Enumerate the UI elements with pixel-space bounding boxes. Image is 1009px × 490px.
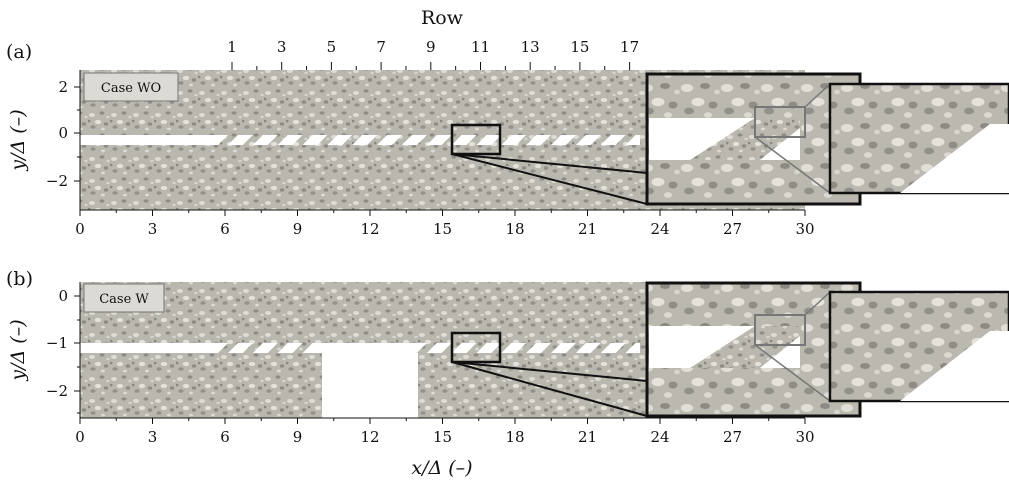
x-tick-label: 12	[360, 428, 379, 446]
turbine-row-shadow	[317, 135, 338, 145]
x-tick-label: 3	[148, 428, 158, 446]
x-tick-label: 0	[75, 428, 85, 446]
x-tick-label: 24	[650, 428, 669, 446]
x-tick-label: 30	[795, 220, 814, 238]
x-tick-label: 9	[293, 220, 303, 238]
panel-a-y-tick-label: 2	[58, 78, 68, 96]
x-tick-label: 0	[75, 220, 85, 238]
panel-a-wake-strip	[80, 135, 640, 145]
panel-a-y-tick-label: −2	[46, 172, 68, 190]
x-tick-label: 12	[360, 220, 379, 238]
turbine-row-shadow	[416, 135, 437, 145]
turbine-row-shadow	[292, 343, 313, 353]
panel-a-label: (a)	[6, 41, 32, 63]
x-axis-label: x/Δ (–)	[411, 457, 472, 479]
turbine-row-shadow	[541, 343, 562, 353]
turbine-row-shadow	[242, 343, 263, 353]
panel-b: (b) Case W 0	[6, 268, 1009, 446]
x-tick-label: 18	[505, 220, 524, 238]
turbine-row-shadow	[391, 135, 412, 145]
panel-b-case-label: Case W	[99, 292, 149, 307]
turbine-row-shadow	[541, 135, 562, 145]
turbine-row-shadow	[491, 135, 512, 145]
panel-a-x-ticks: 0 3 6 9 12 15 18 21 24 27 30	[75, 210, 815, 238]
turbine-row-shadow	[367, 135, 388, 145]
x-tick-label: 6	[220, 428, 230, 446]
x-tick-label: 21	[578, 220, 597, 238]
turbine-row-shadow	[292, 135, 313, 145]
turbine-row-shadow	[565, 135, 586, 145]
turbine-row-shadow	[267, 343, 288, 353]
panel-b-inset-1	[645, 281, 862, 418]
panel-b-y-axis-label: y/Δ (–)	[7, 319, 29, 381]
turbine-row-shadow	[590, 343, 611, 353]
x-tick-label: 9	[293, 428, 303, 446]
turbine-row-shadow	[218, 135, 238, 145]
x-tick-label: 27	[723, 428, 742, 446]
panel-b-y-ticks: 0 −1 −2	[46, 287, 80, 414]
panel-b-y-tick-label: 0	[58, 287, 68, 305]
row-tick-label: 9	[426, 38, 436, 56]
row-tick-label: 11	[471, 38, 490, 56]
row-tick-label: 3	[277, 38, 287, 56]
panel-a-y-ticks: 2 0 −2	[46, 78, 80, 190]
turbine-row-shadow	[267, 135, 288, 145]
panel-b-zoom-line-bottom	[451, 361, 648, 417]
row-tick-label: 17	[620, 38, 639, 56]
x-tick-label: 18	[505, 428, 524, 446]
row-tick-label: 15	[570, 38, 589, 56]
turbine-row-shadow	[466, 343, 487, 353]
panel-a-inset-2	[828, 82, 1009, 195]
x-tick-label: 24	[650, 220, 669, 238]
x-tick-label: 3	[148, 220, 158, 238]
row-tick-label: 1	[227, 38, 237, 56]
panel-a-inset-1	[645, 72, 862, 206]
turbine-row-shadow	[516, 343, 537, 353]
x-tick-label: 21	[578, 428, 597, 446]
x-tick-label: 15	[433, 220, 452, 238]
row-axis-title: Row	[421, 7, 464, 29]
panel-a-zoom-box	[450, 123, 502, 156]
panel-b-inset-2	[828, 290, 1009, 403]
x-tick-label: 27	[723, 220, 742, 238]
panel-b-y-tick-label: −2	[46, 382, 68, 400]
row-tick-group: 1 3 5 7 9 11 13 15 17	[227, 38, 639, 70]
turbine-row-shadow	[615, 135, 636, 145]
panel-a-y-tick-label: 0	[58, 124, 68, 142]
panel-b-zoom-box	[450, 331, 502, 364]
panel-a-case-box	[83, 72, 179, 102]
turbine-row-shadow	[242, 135, 263, 145]
row-tick-label: 5	[327, 38, 337, 56]
row-tick-label: 13	[521, 38, 540, 56]
x-tick-label: 30	[795, 428, 814, 446]
turbine-row-shadow	[590, 135, 611, 145]
panel-a: (a) Case WO	[6, 41, 1009, 238]
panel-a-zoom-line-top	[451, 153, 648, 174]
turbine-row-shadow	[218, 343, 238, 353]
turbine-row-shadow	[615, 343, 636, 353]
panel-a-y-axis-label: y/Δ (–)	[7, 109, 29, 171]
panel-a-case-label: Case WO	[101, 81, 161, 96]
turbine-row-shadow	[565, 343, 586, 353]
row-tick-label: 7	[376, 38, 386, 56]
panel-b-label: (b)	[6, 268, 33, 290]
panel-a-zoom-line-bottom	[451, 153, 648, 205]
panel-b-case-box	[83, 283, 165, 313]
panel-b-zoom-line-top	[451, 361, 648, 382]
turbine-row-shadow	[491, 343, 512, 353]
panel-b-y-tick-label: −1	[46, 334, 68, 352]
turbine-row-shadow	[516, 135, 537, 145]
turbine-row-shadow	[342, 135, 363, 145]
panel-b-gap	[322, 353, 418, 418]
row-axis: Row 1 3 5 7 9 11 13 15 17	[227, 7, 639, 70]
panel-b-turbine-rows	[218, 343, 661, 353]
x-tick-label: 6	[220, 220, 230, 238]
panel-b-gap-top	[322, 343, 418, 353]
turbine-row-shadow	[416, 343, 437, 353]
panel-b-x-ticks: 0 3 6 9 12 15 18 21 24 27 30	[75, 418, 815, 446]
turbine-row-shadow	[466, 135, 487, 145]
x-tick-label: 15	[433, 428, 452, 446]
